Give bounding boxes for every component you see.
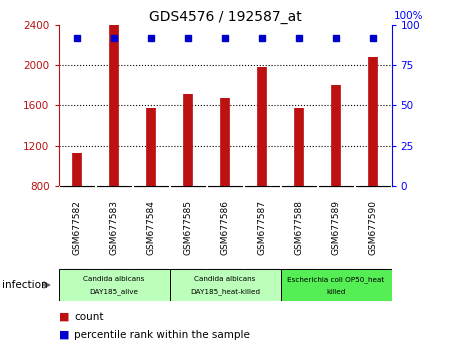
Text: ■: ■: [58, 312, 69, 322]
Text: GSM677586: GSM677586: [220, 200, 230, 255]
Text: GSM677582: GSM677582: [72, 200, 81, 255]
Bar: [280, 269, 392, 301]
Text: GSM677588: GSM677588: [294, 200, 303, 255]
Text: Candida albicans: Candida albicans: [83, 276, 145, 282]
Text: GSM677590: GSM677590: [369, 200, 378, 255]
Text: count: count: [74, 312, 104, 322]
Text: GSM677584: GSM677584: [147, 200, 156, 255]
Text: GSM677583: GSM677583: [109, 200, 118, 255]
Text: killed: killed: [326, 289, 346, 295]
Text: GSM677585: GSM677585: [184, 200, 193, 255]
Text: GSM677587: GSM677587: [257, 200, 266, 255]
Text: percentile rank within the sample: percentile rank within the sample: [74, 330, 250, 339]
Text: DAY185_alive: DAY185_alive: [90, 289, 139, 295]
Text: GSM677589: GSM677589: [332, 200, 341, 255]
Bar: [170, 269, 280, 301]
Text: 100%: 100%: [394, 11, 423, 21]
Title: GDS4576 / 192587_at: GDS4576 / 192587_at: [148, 10, 302, 24]
Bar: [58, 269, 170, 301]
Text: DAY185_heat-killed: DAY185_heat-killed: [190, 289, 260, 295]
Text: ■: ■: [58, 330, 69, 339]
Text: Candida albicans: Candida albicans: [194, 276, 256, 282]
Text: Escherichia coli OP50_heat: Escherichia coli OP50_heat: [288, 276, 385, 282]
Text: infection: infection: [2, 280, 48, 290]
